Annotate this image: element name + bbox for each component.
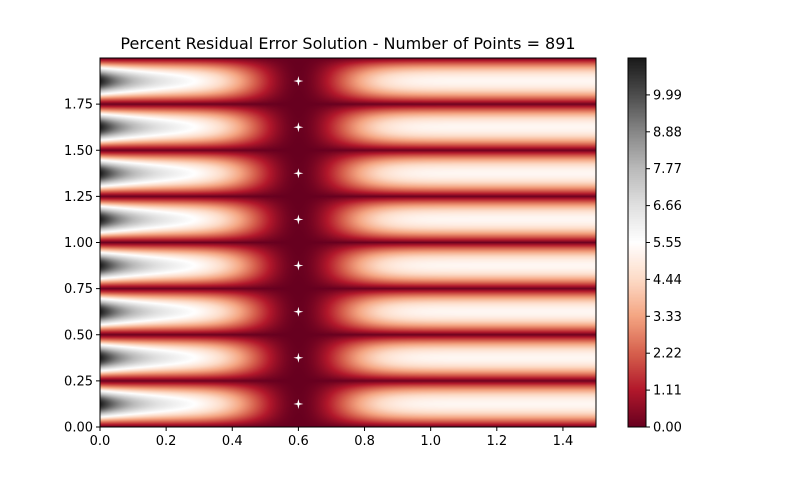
colorbar-tick-label: 5.55 <box>653 236 682 251</box>
x-tick-label: 1.4 <box>553 434 574 449</box>
x-tick-label: 0.4 <box>222 434 243 449</box>
colorbar-tick-label: 4.44 <box>653 273 682 288</box>
y-tick-label: 1.00 <box>64 236 93 251</box>
star-marker <box>293 306 304 317</box>
colorbar-gradient <box>628 58 646 427</box>
y-tick-label: 0.25 <box>64 374 93 389</box>
heatmap-canvas <box>100 58 596 427</box>
x-axis: 0.0 0.2 0.4 0.6 0.8 1.0 1.2 1.4 <box>90 427 574 449</box>
colorbar-tick-label: 3.33 <box>653 310 682 325</box>
chart-title: Percent Residual Error Solution - Number… <box>120 34 575 53</box>
x-tick-label: 0.8 <box>354 434 375 449</box>
star-marker <box>293 260 304 271</box>
star-marker <box>293 398 304 409</box>
star-marker <box>293 214 304 225</box>
colorbar-tick-label: 7.77 <box>653 162 682 177</box>
colorbar-tick-label: 1.11 <box>653 384 682 399</box>
y-tick-label: 0.50 <box>64 328 93 343</box>
colorbar-tick-label: 9.99 <box>653 88 682 103</box>
star-marker <box>293 76 304 87</box>
star-marker <box>293 168 304 179</box>
marker-layer <box>293 76 304 409</box>
y-tick-label: 1.50 <box>64 144 93 159</box>
colorbar-tick-label: 6.66 <box>653 199 682 214</box>
x-tick-label: 0.6 <box>288 434 309 449</box>
heatmap-plot-area <box>99 57 597 428</box>
star-marker <box>293 352 304 363</box>
x-tick-label: 1.0 <box>420 434 441 449</box>
y-tick-label: 1.25 <box>64 190 93 205</box>
x-tick-label: 1.2 <box>486 434 507 449</box>
colorbar-tick-label: 8.88 <box>653 125 682 140</box>
colorbar: 0.00 1.11 2.22 3.33 4.44 5.55 6.66 7.77 8.88 9.99 <box>627 57 682 436</box>
colorbar-tick-label: 0.00 <box>653 421 682 436</box>
y-tick-label: 1.75 <box>64 98 93 113</box>
y-axis: 0.00 0.25 0.50 0.75 1.00 1.25 1.50 1.75 <box>64 98 100 436</box>
y-tick-label: 0.75 <box>64 282 93 297</box>
y-tick-label: 0.00 <box>64 421 93 436</box>
x-tick-label: 0.2 <box>156 434 177 449</box>
star-marker <box>293 122 304 133</box>
colorbar-ticks: 0.00 1.11 2.22 3.33 4.44 5.55 6.66 7.77 8.88 9.99 <box>646 88 682 436</box>
x-tick-label: 0.0 <box>90 434 111 449</box>
colorbar-tick-label: 2.22 <box>653 347 682 362</box>
